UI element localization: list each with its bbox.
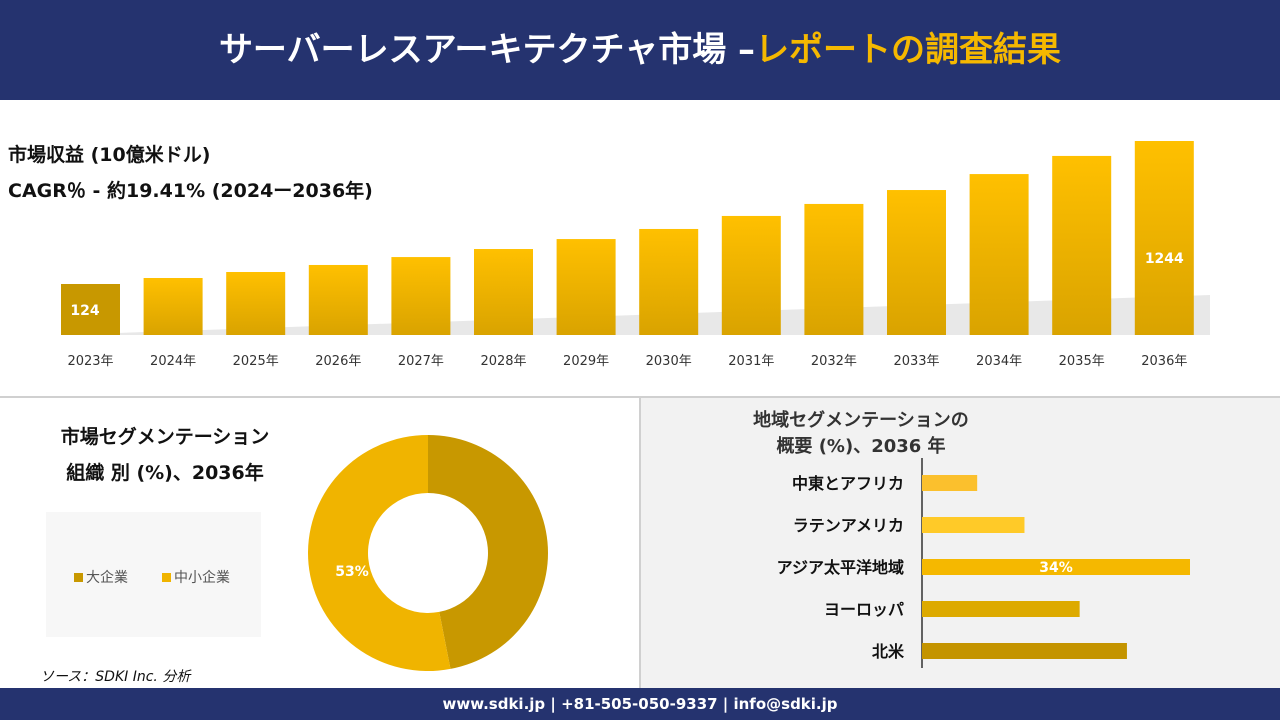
data-label: 34%: [1039, 560, 1073, 576]
x-tick-label: 2025年: [233, 354, 279, 369]
region-bar: [922, 475, 978, 491]
x-tick-label: 2030年: [646, 354, 692, 369]
source-note: ソース：SDKI Inc. 分析: [40, 669, 191, 685]
region-label: ラテンアメリカ: [793, 516, 904, 535]
revenue-label: 市場収益 (10億米ドル): [8, 144, 211, 166]
revenue-bar: [391, 257, 451, 335]
revenue-bar: [474, 249, 533, 335]
x-tick-label: 2031年: [728, 354, 774, 369]
region-label: アジア太平洋地域: [777, 558, 904, 577]
revenue-bar: [887, 190, 946, 335]
data-label: 53%: [335, 564, 369, 580]
region-label: 北米: [872, 642, 905, 661]
data-label: 1244: [1145, 251, 1184, 267]
revenue-bar: [721, 215, 781, 335]
legend-label: 大企業: [86, 570, 128, 586]
pie-legend: 大企業 中小企業: [46, 512, 261, 637]
legend-swatch: [162, 572, 171, 582]
revenue-bar-chart: 2023年 124 2024年 2025年 2026年 2027年 2028年 2029年 20…: [60, 141, 1210, 369]
x-tick-label: 2029年: [563, 354, 609, 369]
organization-donut-chart: 53%: [308, 435, 549, 671]
title-accent: レポートの調査結果: [755, 30, 1062, 70]
x-tick-label: 2023年: [67, 354, 113, 369]
header-banner: サーバーレスアーキテクチャ市場 –レポートの調査結果: [0, 0, 1280, 100]
x-tick-label: 2035年: [1059, 354, 1105, 369]
x-tick-label: 2026年: [315, 354, 361, 369]
donut-slice: [308, 435, 451, 671]
x-tick-label: 2027年: [398, 354, 444, 369]
x-tick-label: 2034年: [976, 354, 1022, 369]
revenue-bar: [556, 239, 616, 335]
revenue-bar: [969, 174, 1029, 335]
region-bar: [922, 643, 1127, 659]
legend-label: 中小企業: [174, 570, 230, 586]
revenue-bar: [143, 277, 203, 335]
region-bar: [922, 559, 1190, 575]
legend-item: 中小企業: [162, 567, 230, 587]
revenue-bar: [308, 264, 368, 335]
revenue-bar: [1052, 155, 1112, 335]
region-title-2: 概要 (%)、2036 年: [776, 436, 946, 457]
region-panel: 地域セグメンテーションの 概要 (%)、2036 年 中東とアフリカ ラテンアメリ…: [641, 398, 1280, 688]
revenue-bar: [61, 284, 120, 335]
region-bar: [922, 601, 1080, 617]
x-tick-label: 2032年: [811, 354, 857, 369]
revenue-bar: [804, 203, 864, 335]
x-tick-label: 2024年: [150, 354, 196, 369]
cagr-label: CAGR％ - 約19.41% (2024ー2036年): [8, 180, 373, 202]
revenue-bar: [226, 271, 286, 335]
legend-item: 大企業: [74, 567, 128, 587]
region-bar: [922, 517, 1025, 533]
legend-swatch: [74, 572, 83, 582]
revenue-bar: [639, 228, 699, 335]
footer-contact: www.sdki.jp | +81-505-050-9337 | info@sd…: [0, 688, 1280, 720]
x-tick-label: 2028年: [480, 354, 526, 369]
divider: [0, 396, 1280, 398]
region-label: ヨーロッパ: [824, 600, 904, 619]
region-title-1: 地域セグメンテーションの: [753, 410, 969, 431]
divider: [639, 398, 641, 688]
donut-slice: [428, 435, 549, 669]
title-main: サーバーレスアーキテクチャ市場 –: [218, 30, 756, 70]
pie-title-1: 市場セグメンテーション: [60, 426, 270, 448]
pie-title-2: 組織 別 (%)、2036年: [66, 462, 264, 484]
data-label: 124: [70, 303, 99, 319]
x-tick-label: 2036年: [1141, 354, 1187, 369]
revenue-bar: [1134, 141, 1194, 335]
region-label: 中東とアフリカ: [792, 474, 904, 493]
x-tick-label: 2033年: [893, 354, 939, 369]
